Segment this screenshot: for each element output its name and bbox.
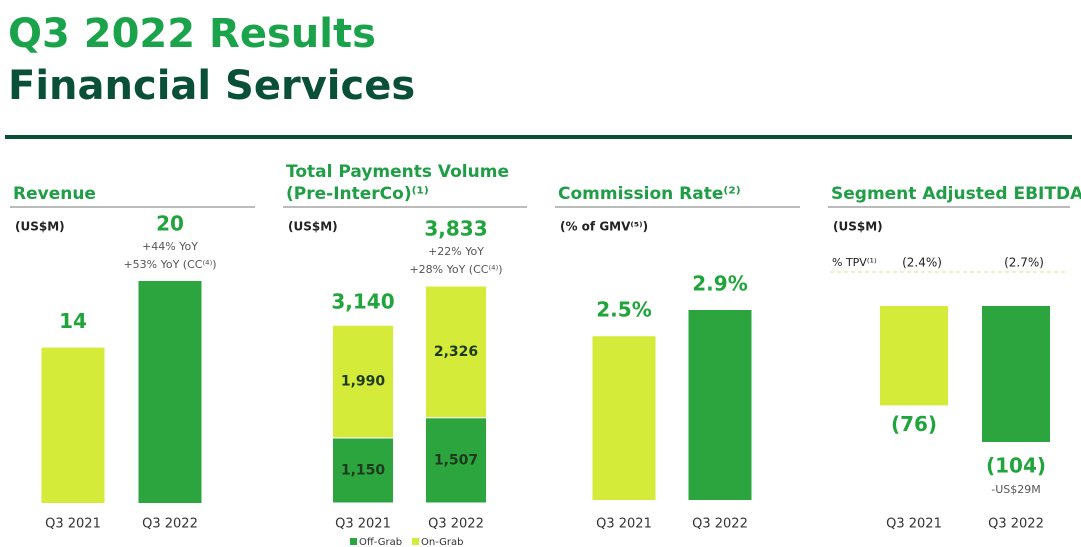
value-label: 2,326 <box>434 344 478 360</box>
bar <box>982 306 1050 442</box>
legend-swatch <box>350 538 357 545</box>
legend-swatch <box>412 538 419 545</box>
value-label: 3,833 <box>424 217 487 241</box>
x-tick-label: Q3 2021 <box>45 517 101 532</box>
ratio-label: (2.7%) <box>1004 256 1044 270</box>
bar-segment <box>425 285 487 419</box>
x-tick-label: Q3 2022 <box>692 517 748 532</box>
unit-label: (% of GMV⁽⁵⁾) <box>560 220 648 234</box>
chart-title: Total Payments Volume <box>286 162 509 182</box>
x-tick-label: Q3 2022 <box>988 517 1044 532</box>
value-label: +28% YoY (CC⁽⁴⁾) <box>409 263 502 276</box>
value-label: 14 <box>59 309 87 333</box>
value-label: 3,140 <box>331 290 394 314</box>
value-label: 1,150 <box>341 462 386 478</box>
bar <box>880 306 948 406</box>
value-label: (104) <box>986 454 1046 478</box>
ratio-label: (2.4%) <box>902 256 942 270</box>
chart-title: (Pre-InterCo)⁽¹⁾ <box>286 184 429 204</box>
slide-title: Q3 2022 Results <box>8 11 376 57</box>
bar-segment <box>332 437 394 504</box>
legend-label: On-Grab <box>421 537 464 547</box>
chart-title: Revenue <box>13 184 96 204</box>
value-label: +53% YoY (CC⁽⁴⁾) <box>123 258 216 271</box>
chart-title: Segment Adjusted EBITDA⁽³⁾ <box>831 184 1081 204</box>
bar <box>41 347 105 503</box>
value-label: 2.5% <box>596 298 651 322</box>
value-label: +22% YoY <box>428 245 484 258</box>
chart-title: Commission Rate⁽²⁾ <box>558 184 741 204</box>
bar-segment <box>332 324 394 439</box>
bar <box>138 281 202 503</box>
value-label: 1,990 <box>341 374 386 390</box>
value-label: +44% YoY <box>142 240 198 253</box>
unit-label: (US$M) <box>15 220 65 234</box>
value-label: 20 <box>156 212 184 236</box>
x-tick-label: Q3 2021 <box>886 517 942 532</box>
unit-label: (US$M) <box>833 220 883 234</box>
x-tick-label: Q3 2022 <box>142 517 198 532</box>
value-label: (76) <box>891 412 937 436</box>
x-tick-label: Q3 2021 <box>596 517 652 532</box>
ratio-row-label: % TPV⁽¹⁾ <box>832 256 877 269</box>
bar <box>592 336 656 500</box>
value-label: 2.9% <box>692 272 747 296</box>
x-tick-label: Q3 2021 <box>335 517 391 532</box>
slide-subtitle: Financial Services <box>8 63 415 109</box>
value-label: -US$29M <box>991 483 1041 496</box>
bar <box>688 310 752 500</box>
x-tick-label: Q3 2022 <box>428 517 484 532</box>
value-label: 1,507 <box>434 452 478 468</box>
bar-segment <box>425 417 487 504</box>
unit-label: (US$M) <box>288 220 338 234</box>
legend-label: Off-Grab <box>359 537 402 547</box>
